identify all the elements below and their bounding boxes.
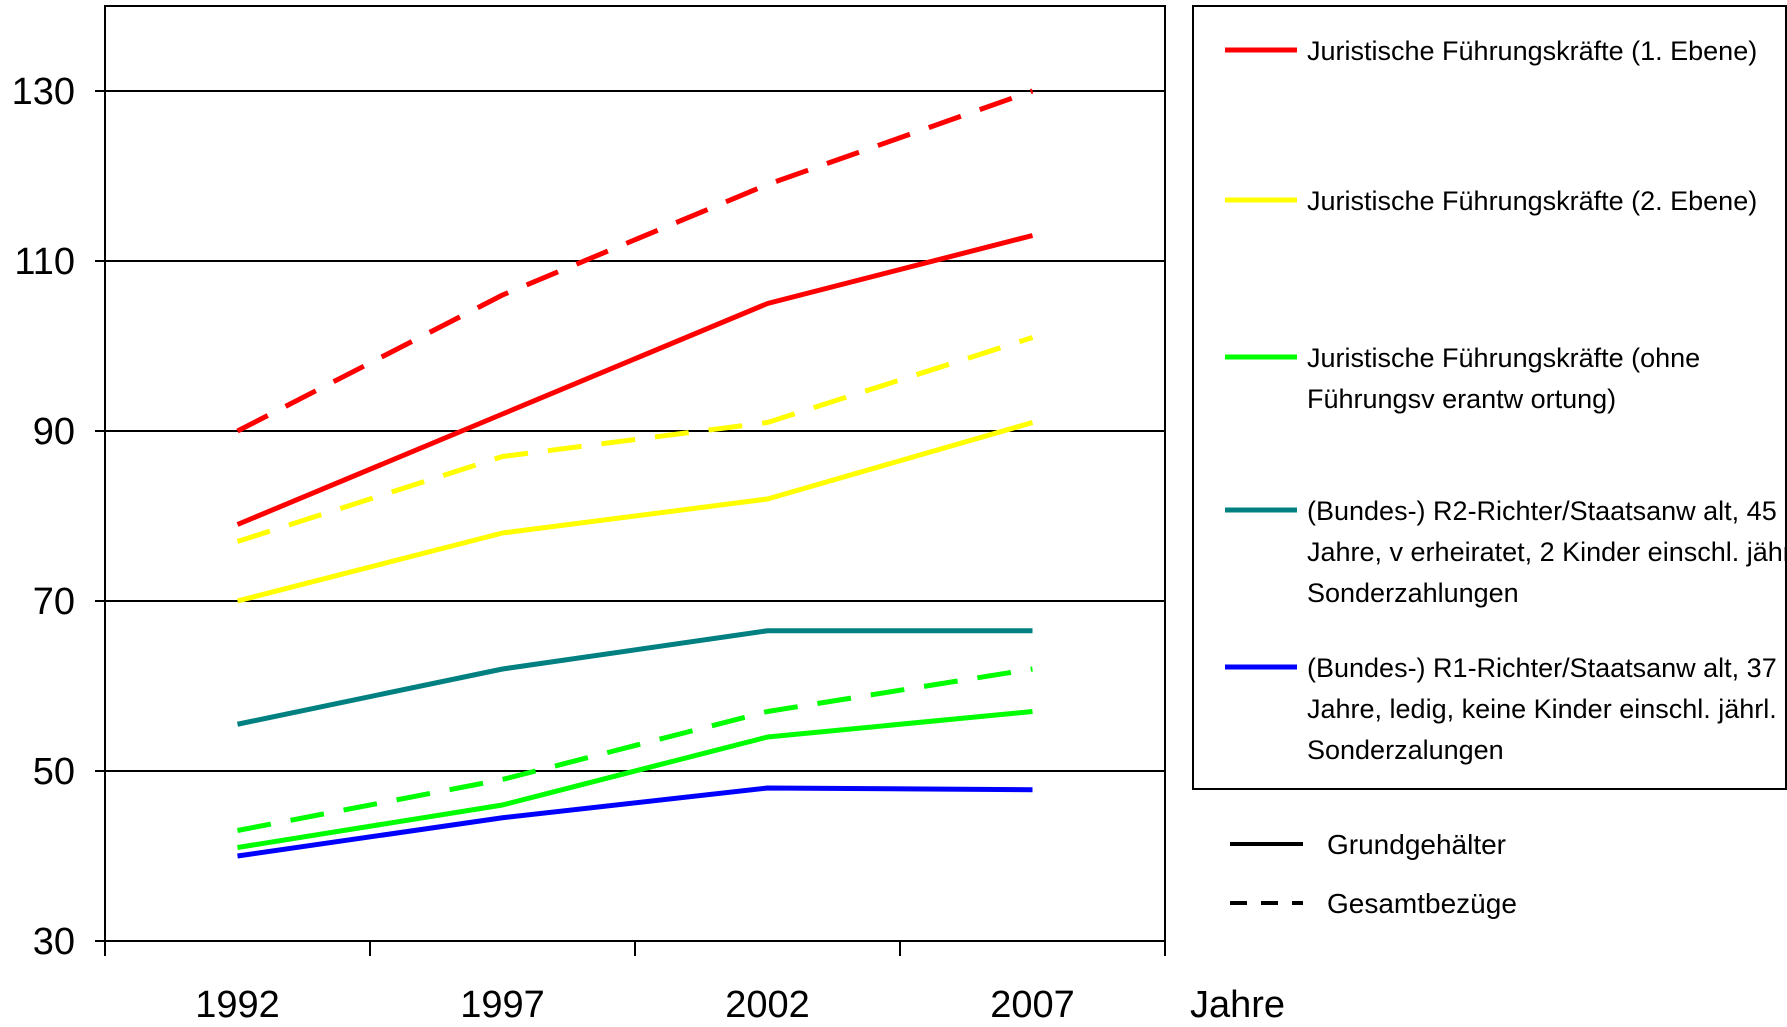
legend: Juristische Führungskräfte (1. Ebene) Jur… [1192,5,1787,919]
gridlines [105,90,1165,772]
series-line-solid [237,785,1033,859]
legend-label: Juristische Führungskräfte (ohne [1307,343,1700,373]
x-tick-label: 2002 [725,984,810,1026]
legend-box [1192,5,1787,790]
legend-label: (Bundes-) R1-Richter/Staatsanw alt, 37 [1307,653,1777,683]
series-lines [236,88,1034,859]
x-tick-label: 1997 [460,984,545,1026]
series-line-dashed [236,335,1034,544]
y-tick-label: 110 [14,241,75,283]
axes [95,5,1166,956]
legend-label: (Bundes-) R2-Richter/Staatsanw alt, 45 [1307,496,1777,526]
y-tick-label: 70 [33,581,75,623]
legend-label: Sonderzalungen [1307,735,1504,765]
series-line-dashed [237,666,1033,833]
legend-style-label: Grundgehälter [1327,829,1506,860]
legend-label: Juristische Führungskräfte (1. Ebene) [1307,36,1757,66]
x-tick-label: 1992 [195,984,280,1026]
x-tick-label: 2007 [990,984,1075,1026]
legend-style-label: Gesamtbezüge [1327,888,1517,919]
legend-label: Jahre, ledig, keine Kinder einschl. jähr… [1307,694,1777,724]
legend-label: Juristische Führungskräfte (2. Ebene) [1307,186,1757,216]
x-axis-title: Jahre [1190,984,1285,1026]
y-tick-label: 90 [33,411,75,453]
y-tick-label: 50 [33,751,75,793]
series-line-solid [236,233,1034,527]
series-line-solid [237,709,1033,850]
legend-label: Führungsv erantw ortung) [1307,384,1616,414]
y-tick-label: 130 [12,71,75,113]
tick-labels: 30 50 70 90 110 130 1992 1997 2002 2007 [12,71,1075,1026]
y-tick-label: 30 [33,921,75,963]
series-line-solid [236,420,1034,604]
legend-label: Jahre, v erheiratet, 2 Kinder einschl. j… [1307,537,1787,567]
series-line-dashed [236,88,1034,434]
legend-label: Sonderzahlungen [1307,578,1519,608]
series-line-solid [236,628,1033,727]
